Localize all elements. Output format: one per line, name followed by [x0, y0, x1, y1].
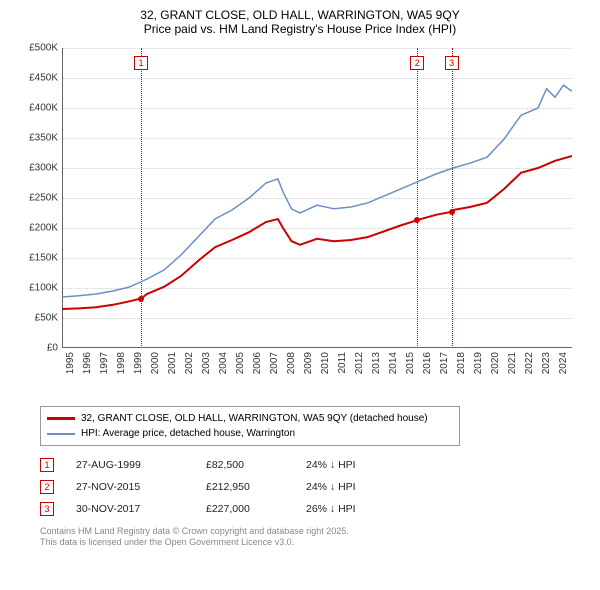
event-row-marker: 3 [40, 502, 54, 516]
x-tick-label: 2009 [303, 352, 314, 392]
x-tick-label: 2015 [405, 352, 416, 392]
x-tick-label: 2002 [184, 352, 195, 392]
event-date: 27-AUG-1999 [76, 459, 206, 471]
x-tick-label: 2020 [490, 352, 501, 392]
footer-line1: Contains HM Land Registry data © Crown c… [40, 526, 590, 537]
x-tick-label: 2024 [558, 352, 569, 392]
event-row-marker: 2 [40, 480, 54, 494]
x-tick-label: 2005 [235, 352, 246, 392]
y-tick-label: £250K [20, 193, 58, 204]
x-tick-label: 2019 [473, 352, 484, 392]
legend-row: HPI: Average price, detached house, Warr… [47, 426, 453, 441]
sale-point [414, 217, 420, 223]
events-table: 1 27-AUG-1999£82,50024% ↓ HPI 2 27-NOV-2015… [40, 454, 590, 520]
sale-point [138, 296, 144, 302]
y-tick-label: £450K [20, 73, 58, 84]
y-tick-label: £350K [20, 133, 58, 144]
y-tick-label: £200K [20, 223, 58, 234]
y-tick-label: £50K [20, 313, 58, 324]
chart-container: 32, GRANT CLOSE, OLD HALL, WARRINGTON, W… [0, 0, 600, 590]
x-tick-label: 1999 [133, 352, 144, 392]
y-tick-label: £400K [20, 103, 58, 114]
event-price: £82,500 [206, 459, 306, 471]
y-tick-label: £500K [20, 43, 58, 54]
event-marker: 3 [445, 56, 459, 70]
event-price: £227,000 [206, 503, 306, 515]
legend-label: HPI: Average price, detached house, Warr… [81, 428, 295, 439]
event-row-marker: 1 [40, 458, 54, 472]
series-hpi [62, 85, 572, 297]
y-tick-label: £100K [20, 283, 58, 294]
event-marker: 1 [134, 56, 148, 70]
x-tick-label: 2003 [201, 352, 212, 392]
event-date: 30-NOV-2017 [76, 503, 206, 515]
series-price_paid [62, 156, 572, 309]
y-tick-label: £0 [20, 343, 58, 354]
event-delta: 26% ↓ HPI [306, 503, 426, 515]
x-tick-label: 1998 [116, 352, 127, 392]
x-tick-label: 2012 [354, 352, 365, 392]
event-date: 27-NOV-2015 [76, 481, 206, 493]
x-tick-label: 2000 [150, 352, 161, 392]
x-tick-label: 2016 [422, 352, 433, 392]
x-tick-label: 2007 [269, 352, 280, 392]
event-price: £212,950 [206, 481, 306, 493]
title-line2: Price paid vs. HM Land Registry's House … [10, 22, 590, 36]
x-tick-label: 2014 [388, 352, 399, 392]
sale-point [449, 209, 455, 215]
x-tick-label: 2008 [286, 352, 297, 392]
footer-attribution: Contains HM Land Registry data © Crown c… [40, 526, 590, 549]
legend-label: 32, GRANT CLOSE, OLD HALL, WARRINGTON, W… [81, 413, 428, 424]
x-tick-label: 2018 [456, 352, 467, 392]
footer-line2: This data is licensed under the Open Gov… [40, 537, 590, 548]
x-tick-label: 2011 [337, 352, 348, 392]
legend: 32, GRANT CLOSE, OLD HALL, WARRINGTON, W… [40, 406, 460, 446]
legend-row: 32, GRANT CLOSE, OLD HALL, WARRINGTON, W… [47, 411, 453, 426]
x-tick-label: 2013 [371, 352, 382, 392]
x-tick-label: 1995 [65, 352, 76, 392]
legend-swatch [47, 417, 75, 420]
event-delta: 24% ↓ HPI [306, 459, 426, 471]
x-tick-label: 2017 [439, 352, 450, 392]
title-line1: 32, GRANT CLOSE, OLD HALL, WARRINGTON, W… [10, 8, 590, 22]
x-tick-label: 2004 [218, 352, 229, 392]
x-tick-label: 2010 [320, 352, 331, 392]
event-row: 2 27-NOV-2015£212,95024% ↓ HPI [40, 476, 590, 498]
x-tick-label: 1997 [99, 352, 110, 392]
x-tick-label: 1996 [82, 352, 93, 392]
event-delta: 24% ↓ HPI [306, 481, 426, 493]
y-tick-label: £300K [20, 163, 58, 174]
event-marker: 2 [410, 56, 424, 70]
legend-swatch [47, 433, 75, 435]
x-tick-label: 2021 [507, 352, 518, 392]
x-tick-label: 2001 [167, 352, 178, 392]
x-tick-label: 2023 [541, 352, 552, 392]
line-series-svg [62, 48, 572, 348]
event-row: 1 27-AUG-1999£82,50024% ↓ HPI [40, 454, 590, 476]
x-tick-label: 2022 [524, 352, 535, 392]
chart-area: £0 £50K £100K £150K £200K £250K £300K £350K £400… [22, 40, 582, 400]
x-tick-label: 2006 [252, 352, 263, 392]
y-tick-label: £150K [20, 253, 58, 264]
event-row: 3 30-NOV-2017£227,00026% ↓ HPI [40, 498, 590, 520]
title-block: 32, GRANT CLOSE, OLD HALL, WARRINGTON, W… [10, 8, 590, 36]
